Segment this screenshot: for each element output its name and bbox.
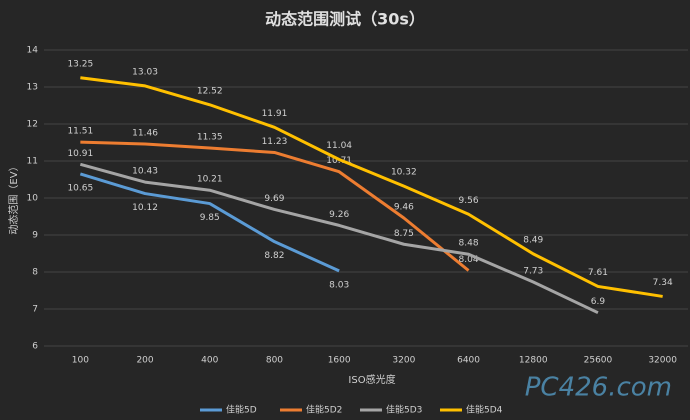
data-label: 13.03: [132, 67, 158, 77]
data-label: 11.04: [326, 141, 352, 151]
data-label: 8.48: [459, 239, 479, 249]
data-label: 11.91: [262, 109, 288, 119]
series-line: [80, 140, 470, 272]
x-tick-label: 6400: [457, 356, 480, 366]
data-label: 9.46: [394, 202, 414, 212]
series-line: [80, 76, 663, 298]
y-tick-label: 7: [32, 305, 38, 315]
data-label: 9.69: [264, 194, 284, 204]
data-label: 9.56: [459, 196, 479, 206]
data-label: 8.82: [264, 251, 284, 261]
data-label: 8.04: [459, 255, 479, 265]
data-label: 9.85: [200, 213, 220, 223]
data-label: 10.32: [391, 168, 417, 178]
y-tick-label: 11: [27, 157, 38, 167]
data-label: 12.52: [197, 86, 223, 96]
legend-label: 佳能5D2: [306, 404, 342, 416]
series-line: [79, 162, 599, 315]
x-tick-label: 400: [201, 356, 218, 366]
data-label: 7.73: [523, 266, 543, 276]
data-label: 10.43: [132, 167, 158, 177]
x-tick-label: 800: [266, 356, 283, 366]
data-label: 10.65: [67, 183, 93, 193]
y-tick-label: 10: [27, 194, 39, 204]
y-tick-label: 6: [32, 342, 38, 352]
y-axis-label: 动态范围（EV）: [7, 161, 20, 234]
x-axis-label: ISO感光度: [348, 373, 395, 386]
legend-label: 佳能5D: [226, 404, 257, 416]
x-tick-label: 25600: [584, 356, 613, 366]
data-label: 9.26: [329, 210, 349, 220]
data-label: 13.25: [67, 59, 93, 69]
legend-label: 佳能5D3: [386, 404, 422, 416]
data-label: 8.49: [523, 235, 543, 245]
y-tick-label: 14: [27, 46, 39, 56]
y-tick-label: 13: [27, 83, 38, 93]
data-label: 11.51: [67, 127, 93, 137]
x-tick-label: 200: [136, 356, 153, 366]
watermark: PC426.com: [525, 373, 672, 403]
data-label: 7.61: [588, 268, 608, 278]
x-tick-label: 100: [72, 356, 89, 366]
series-line: [79, 172, 340, 273]
data-label: 10.12: [132, 203, 158, 213]
data-label: 8.75: [394, 229, 414, 239]
data-label: 7.34: [653, 278, 673, 288]
y-tick-label: 12: [27, 120, 38, 130]
chart-title: 动态范围测试（30s）: [265, 10, 425, 29]
data-label: 8.03: [329, 280, 349, 290]
x-tick-label: 1600: [328, 356, 351, 366]
data-label: 10.91: [67, 149, 93, 159]
y-tick-label: 8: [32, 268, 38, 278]
data-label: 11.35: [197, 133, 223, 143]
x-tick-label: 12800: [519, 356, 548, 366]
y-tick-label: 9: [32, 231, 38, 241]
data-label: 6.9: [591, 297, 606, 307]
data-label: 10.21: [197, 175, 223, 185]
x-tick-label: 3200: [392, 356, 415, 366]
data-label: 10.71: [326, 156, 352, 166]
data-label: 11.46: [132, 128, 158, 138]
data-label: 11.23: [262, 137, 288, 147]
x-tick-label: 32000: [648, 356, 677, 366]
legend-label: 佳能5D4: [466, 404, 503, 416]
